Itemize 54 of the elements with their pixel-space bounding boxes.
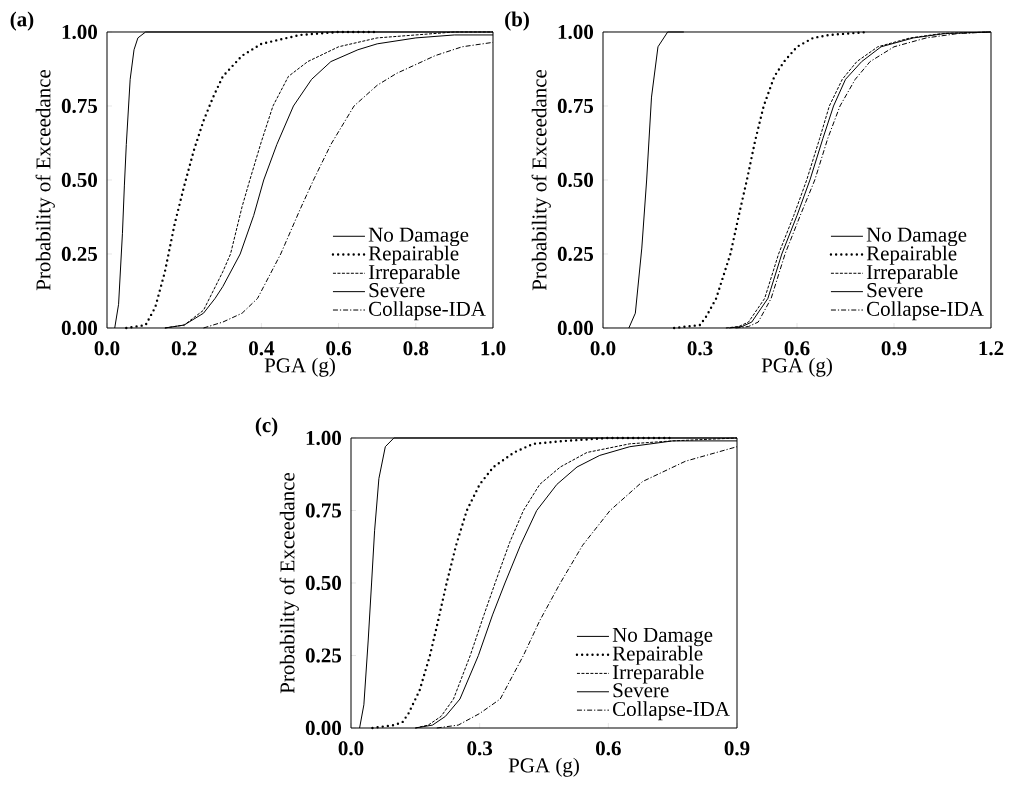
y-tick-label: 0.25 [305, 648, 342, 663]
x-tick-label: 1.0 [481, 341, 506, 356]
x-tick-label: 0.6 [596, 741, 621, 756]
chart-title: (a) [10, 11, 34, 31]
y-axis-title: Probability of Exceedance [35, 69, 55, 291]
y-tick-label: 0.75 [305, 503, 342, 518]
x-tick-label: 0.2 [171, 341, 197, 356]
y-tick-label: 0.25 [61, 246, 98, 262]
legend-label: Collapse-IDA [613, 701, 730, 721]
x-axis-title: PGA (g) [761, 357, 832, 377]
y-tick-label: 0.00 [61, 320, 97, 336]
legend-label: Collapse-IDA [369, 301, 486, 321]
legend-label: Repairable [368, 245, 459, 265]
x-tick-label: 0.8 [403, 341, 429, 356]
y-tick-label: 0.50 [557, 172, 594, 188]
legend-label: Repairable [866, 245, 957, 265]
legend-label: Collapse-IDA [866, 301, 984, 321]
legend-label: Irreparable [368, 264, 460, 284]
legend-label: Irreparable [612, 664, 704, 684]
y-tick-label: 0.75 [61, 98, 98, 114]
x-axis-title: PGA (g) [264, 357, 335, 377]
x-tick-label: 1.2 [979, 341, 1004, 356]
x-tick-label: 0.4 [249, 341, 275, 356]
x-axis-title: PGA (g) [508, 757, 579, 777]
x-tick-label: 0.9 [724, 741, 750, 756]
x-tick-label: 0.9 [881, 341, 907, 356]
y-tick-label: 0.00 [305, 720, 342, 736]
y-axis-title: Probability of Exceedance [279, 472, 299, 694]
legend-label: Repairable [612, 645, 703, 665]
chart-title: (c) [255, 417, 278, 437]
legend-label: Irreparable [866, 264, 958, 284]
x-tick-label: 0.6 [326, 341, 352, 356]
x-tick-label: 0.6 [784, 341, 810, 356]
legend-label: No Damage [368, 227, 469, 247]
legend-label: Severe [369, 283, 425, 298]
x-tick-label: 0.0 [94, 341, 120, 356]
y-tick-label: 1.00 [558, 24, 594, 40]
x-tick-label: 0.0 [590, 341, 616, 356]
legend-label: Severe [613, 683, 669, 698]
x-tick-label: 0.0 [338, 741, 364, 756]
legend-label: No Damage [866, 227, 967, 247]
y-tick-label: 0.50 [61, 172, 97, 188]
x-tick-label: 0.3 [687, 341, 713, 356]
x-tick-label: 0.3 [467, 741, 493, 756]
legend-label: No Damage [612, 627, 713, 647]
y-tick-label: 0.50 [305, 575, 342, 591]
legend-label: Severe [867, 283, 923, 298]
chart-title: (b) [505, 11, 529, 31]
y-tick-label: 1.00 [306, 430, 342, 446]
y-tick-label: 0.25 [557, 246, 594, 262]
y-axis-title: Probability of Exceedance [531, 69, 551, 291]
y-tick-label: 0.00 [557, 320, 594, 336]
y-tick-label: 0.75 [557, 98, 594, 114]
y-tick-label: 1.00 [62, 24, 97, 40]
